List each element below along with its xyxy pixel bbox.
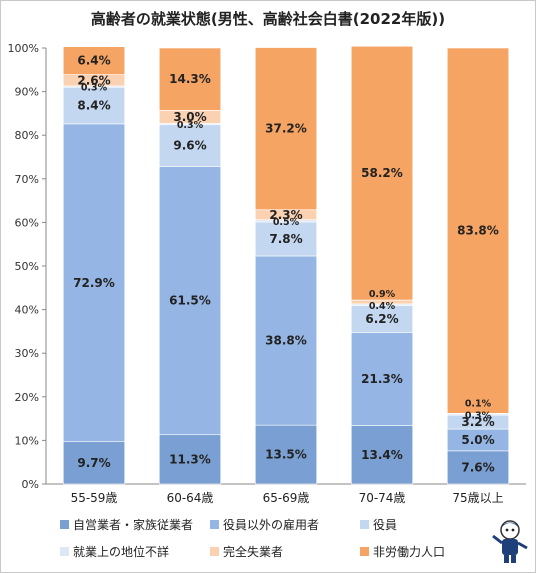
data-label: 38.8%	[265, 334, 307, 348]
y-tick-label: 100%	[8, 42, 39, 55]
y-tick-label: 40%	[15, 304, 39, 317]
data-label: 0.4%	[369, 301, 396, 312]
data-label: 2.3%	[269, 208, 302, 222]
x-tick-label: 55-59歳	[71, 491, 118, 505]
x-tick-label: 70-74歳	[359, 491, 406, 505]
data-label: 8.4%	[77, 99, 110, 113]
bar-segment	[158, 434, 222, 485]
data-label: 9.6%	[173, 139, 206, 153]
bar-segment	[158, 47, 222, 111]
y-tick-label: 20%	[15, 391, 39, 404]
x-tick-label: 65-69歳	[263, 491, 310, 505]
legend-swatch	[360, 547, 369, 556]
data-label: 13.4%	[361, 448, 403, 462]
bar-segment	[350, 332, 414, 426]
bar-segment	[350, 425, 414, 485]
data-label: 6.4%	[77, 54, 110, 68]
data-label: 21.3%	[361, 372, 403, 386]
mascot-character-icon	[492, 520, 528, 563]
data-label: 0.9%	[369, 289, 396, 300]
bar-segment	[446, 450, 510, 485]
data-label: 37.2%	[265, 122, 307, 136]
legend-label: 完全失業者	[223, 545, 284, 559]
bar-segment	[254, 255, 318, 426]
bar-segment	[350, 45, 414, 301]
data-label: 3.0%	[173, 110, 206, 124]
data-label: 11.3%	[169, 452, 211, 466]
bar-segment	[254, 221, 318, 257]
data-label: 61.5%	[169, 294, 211, 308]
legend-item: 非労働力人口	[360, 543, 460, 560]
y-tick-label: 30%	[15, 347, 39, 360]
legend-swatch	[210, 547, 219, 556]
y-tick-label: 90%	[15, 86, 39, 99]
data-label: 6.2%	[365, 312, 398, 326]
legend-item: 役員	[360, 516, 460, 533]
bar-segment	[158, 124, 222, 167]
data-label: 0.3%	[177, 120, 204, 131]
legend-swatch	[60, 520, 69, 529]
data-label: 0.5%	[273, 217, 300, 228]
legend-label: 自営業者・家族従業者	[73, 518, 194, 532]
x-tick-label: 60-64歳	[167, 491, 214, 505]
data-label: 3.2%	[461, 415, 494, 429]
plot-area: 0% 10% 20% 30% 40% 50% 60% 70% 80% 90% 100% 9.7% 72.…	[8, 42, 526, 505]
bar-segment	[254, 47, 318, 211]
data-label: 58.2%	[361, 166, 403, 180]
data-label: 83.8%	[457, 224, 499, 238]
data-label: 7.8%	[269, 232, 302, 246]
y-tick-label: 70%	[15, 173, 39, 186]
data-label: 9.7%	[77, 456, 110, 470]
data-label: 14.3%	[169, 72, 211, 86]
y-tick-label: 10%	[15, 434, 39, 447]
bar-segment	[62, 86, 126, 125]
legend-label: 役員以外の雇用者	[223, 518, 320, 532]
legend-swatch	[60, 547, 69, 556]
data-label: 0.3%	[465, 410, 492, 421]
bar-segment	[254, 424, 318, 485]
data-label: 0.3%	[81, 83, 108, 94]
legend-label: 非労働力人口	[373, 545, 446, 559]
y-tick-label: 0%	[22, 478, 39, 491]
data-label: 0.1%	[465, 398, 492, 409]
legend-item: 就業上の地位不詳	[60, 543, 210, 560]
bar-segment	[446, 47, 510, 414]
data-label: 7.6%	[461, 460, 494, 474]
y-tick-label: 50%	[15, 260, 39, 273]
bar-segment	[350, 305, 414, 334]
chart-title: 高齢者の就業状態(男性、高齢社会白書(2022年版))	[90, 10, 446, 28]
data-label: 2.6%	[77, 73, 110, 87]
legend-item: 完全失業者	[210, 543, 360, 560]
data-label: 5.0%	[461, 433, 494, 447]
y-tick-label: 80%	[15, 129, 39, 142]
x-tick-label: 75歳以上	[452, 491, 503, 505]
legend-item: 役員以外の雇用者	[210, 516, 360, 533]
data-label: 72.9%	[73, 276, 115, 290]
legend: 自営業者・家族従業者 役員以外の雇用者 役員就業上の地位不詳 完全失業者 非労働力人口	[60, 516, 460, 560]
data-label: 13.5%	[265, 448, 307, 462]
legend-item: 自営業者・家族従業者	[60, 516, 210, 533]
legend-label: 役員	[373, 518, 398, 532]
legend-label: 就業上の地位不詳	[73, 545, 170, 559]
bar-segment	[158, 166, 222, 436]
bar-segment	[62, 46, 126, 75]
legend-swatch	[360, 520, 369, 529]
y-tick-label: 60%	[15, 216, 39, 229]
legend-swatch	[210, 520, 219, 529]
bar-segment	[62, 123, 126, 443]
